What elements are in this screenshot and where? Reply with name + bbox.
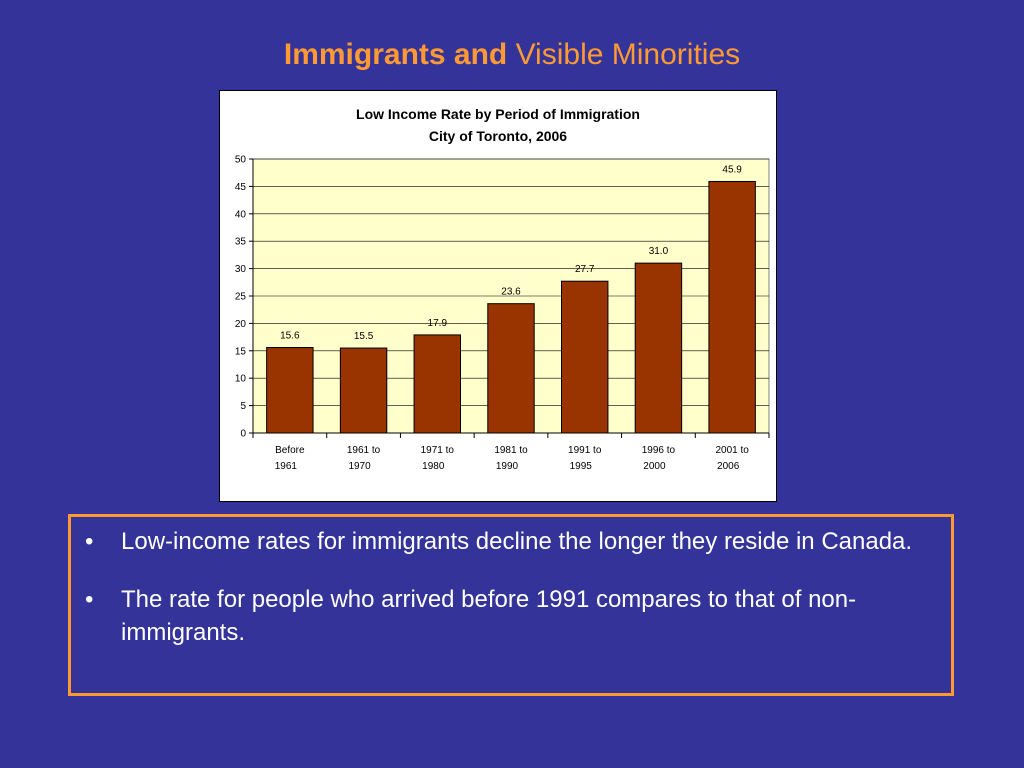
bullet-marker: • — [85, 586, 94, 613]
x-tick-label: 1970 — [348, 461, 371, 472]
x-tick-label: 2001 to — [715, 445, 749, 456]
data-label: 23.6 — [501, 287, 521, 298]
x-tick-label: 1990 — [496, 461, 519, 472]
data-label: 27.7 — [575, 264, 595, 275]
x-tick-label: 1981 to — [494, 445, 528, 456]
x-tick-label: 1961 — [275, 461, 298, 472]
bullet-marker: • — [85, 528, 94, 555]
slide-title: Immigrants and Visible Minorities — [0, 38, 1024, 72]
y-tick-label: 5 — [240, 401, 246, 412]
x-tick-label: 1995 — [570, 461, 593, 472]
y-tick-label: 20 — [235, 319, 247, 330]
bar — [487, 303, 535, 434]
y-tick-label: 25 — [235, 292, 247, 303]
y-tick-label: 35 — [235, 237, 247, 248]
data-label: 31.0 — [649, 246, 669, 257]
y-tick-label: 15 — [235, 346, 247, 357]
x-tick-label: 1991 to — [568, 445, 602, 456]
y-tick-label: 10 — [235, 374, 247, 385]
chart-frame: Low Income Rate by Period of Immigration… — [219, 90, 777, 502]
y-tick-label: 45 — [235, 182, 247, 193]
x-tick-label: 2006 — [717, 461, 740, 472]
data-label: 15.6 — [280, 331, 300, 342]
bullets-box: • Low-income rates for immigrants decline… — [68, 514, 954, 696]
chart-title: Low Income Rate by Period of Immigration — [356, 106, 640, 122]
chart-subtitle: City of Toronto, 2006 — [429, 128, 567, 144]
data-label: 15.5 — [354, 331, 374, 342]
bar — [708, 180, 756, 434]
bullet-text: The rate for people who arrived before 1… — [121, 586, 857, 646]
bar — [560, 280, 609, 434]
x-tick-label: 1961 to — [347, 445, 381, 456]
bullet-item: • Low-income rates for immigrants decline… — [85, 525, 937, 558]
x-tick-label: 1980 — [422, 461, 445, 472]
data-label: 45.9 — [722, 164, 742, 175]
bullet-text: Low-income rates for immigrants decline … — [121, 528, 913, 555]
bar — [413, 334, 462, 434]
y-tick-label: 0 — [240, 429, 246, 440]
x-tick-label: Before — [275, 445, 305, 456]
bar — [339, 347, 388, 434]
y-tick-label: 40 — [235, 209, 247, 220]
bar-chart: Low Income Rate by Period of Immigration… — [235, 106, 770, 472]
data-label: 17.9 — [428, 318, 448, 329]
x-tick-label: 1996 to — [642, 445, 676, 456]
x-tick-label: 2000 — [643, 461, 666, 472]
bullet-item: • The rate for people who arrived before … — [85, 583, 937, 649]
bullet-list: • Low-income rates for immigrants decline… — [71, 517, 951, 649]
bar — [266, 347, 314, 434]
slide-title-rest: Visible Minorities — [515, 38, 741, 71]
x-tick-label: 1971 to — [421, 445, 455, 456]
y-tick-label: 30 — [235, 264, 247, 275]
slide-title-bold: Immigrants and — [283, 38, 508, 71]
bar — [634, 262, 683, 434]
y-tick-label: 50 — [235, 155, 247, 166]
